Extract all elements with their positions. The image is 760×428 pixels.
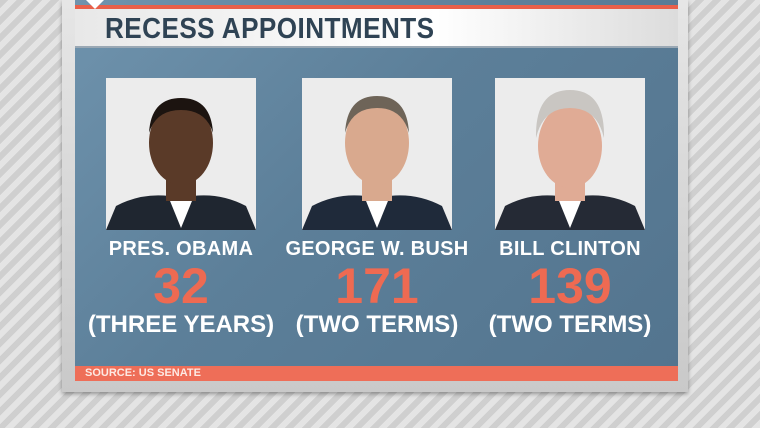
appointment-count: 32 [153,258,209,314]
president-name: GEORGE W. BUSH [285,238,469,260]
president-bush: GEORGE W. BUSH 171 (TWO TERMS) [285,78,468,339]
term-length: (TWO TERMS) [295,311,459,338]
appointment-count: 171 [335,258,419,314]
appointment-count: 139 [528,258,612,314]
president-name: BILL CLINTON [499,238,641,260]
source-text: SOURCE: US SENATE [85,367,201,379]
term-length: (THREE YEARS) [87,311,275,338]
graphic-title: RECESS APPOINTMENTS [105,13,435,45]
source-bar: SOURCE: US SENATE [75,366,678,381]
term-length: (TWO TERMS) [488,311,652,338]
president-obama: PRES. OBAMA 32 (THREE YEARS) [88,78,274,339]
title-bar: RECESS APPOINTMENTS [75,9,678,48]
president-name: PRES. OBAMA [108,238,254,260]
portrait-photo [495,78,645,230]
portrait-photo [302,78,452,230]
portrait-photo [106,78,256,230]
president-clinton: BILL CLINTON 139 (TWO TERMS) [489,78,651,339]
top-accent-line [75,5,678,9]
notch-marker [86,0,104,9]
